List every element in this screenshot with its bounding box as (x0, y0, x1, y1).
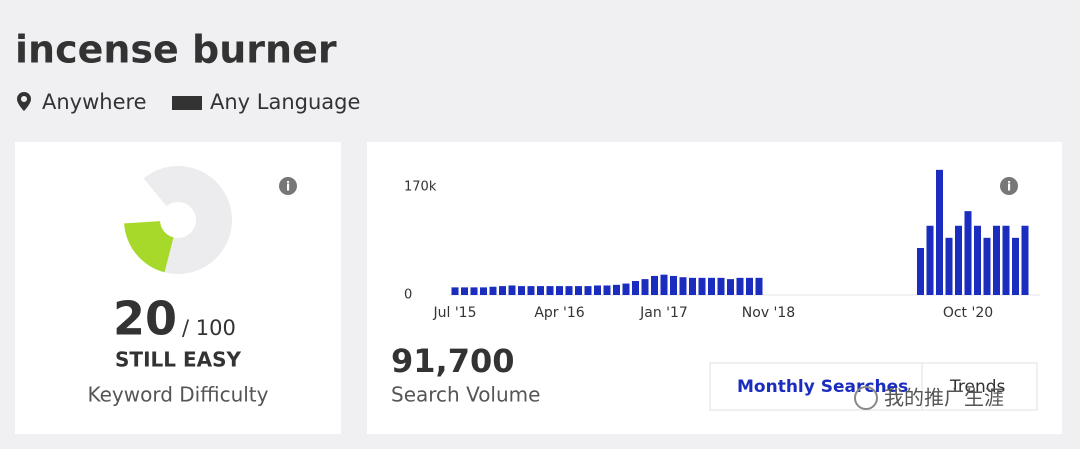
bar (993, 225, 1000, 295)
x-tick-label: Jan '17 (639, 305, 688, 321)
bar (470, 287, 478, 295)
bar (461, 287, 468, 295)
difficulty-status: STILL EASY (115, 348, 241, 372)
info-icon[interactable] (279, 177, 297, 195)
location-icon (17, 92, 31, 111)
language-icon (172, 96, 202, 110)
difficulty-score: 20 (113, 292, 177, 346)
bar (603, 285, 611, 295)
y-tick-label: 170k (404, 180, 437, 195)
bar (936, 169, 943, 295)
bar (546, 286, 554, 295)
tab-monthly[interactable]: Monthly Searches (737, 377, 908, 397)
x-tick-label: Jul '15 (432, 305, 476, 321)
watermark: 我的推广生涯 (884, 386, 1004, 410)
x-tick-label: Nov '18 (742, 305, 795, 321)
bar (594, 285, 601, 295)
bar (689, 277, 696, 295)
bar (717, 277, 725, 295)
bar (480, 287, 487, 295)
x-tick-label: Oct '20 (943, 305, 993, 321)
volume-caption: Search Volume (391, 383, 540, 407)
bar (698, 277, 706, 295)
bar (556, 286, 563, 295)
bar (955, 225, 962, 295)
bar (537, 286, 544, 295)
gauge-value (124, 221, 174, 273)
x-tick-label: Apr '16 (534, 305, 584, 321)
bar (1021, 225, 1029, 295)
bar (613, 284, 620, 295)
bar (660, 274, 668, 295)
gauge-track (143, 166, 232, 275)
bar (679, 277, 687, 295)
bar (926, 225, 934, 295)
y-tick-label: 0 (404, 288, 412, 303)
bar (670, 275, 677, 295)
bar (708, 277, 715, 295)
bar (632, 281, 639, 295)
language[interactable]: Any Language (210, 90, 360, 114)
bar (575, 286, 582, 295)
bar (736, 277, 744, 295)
bar (651, 275, 658, 295)
bar (727, 279, 734, 295)
bar (584, 286, 592, 295)
difficulty-caption: Keyword Difficulty (88, 383, 269, 407)
info-glyph: i (1007, 180, 1011, 194)
bar (1002, 225, 1010, 295)
bar (622, 283, 630, 295)
location[interactable]: Anywhere (42, 90, 147, 114)
bar (641, 279, 649, 295)
bar (565, 286, 573, 295)
bar (527, 286, 535, 295)
info-glyph: i (286, 180, 290, 194)
bar (489, 286, 497, 295)
volume-value: 91,700 (391, 342, 514, 380)
bar (508, 285, 516, 295)
bar (755, 277, 763, 295)
bar (451, 287, 459, 295)
tab-bar (709, 362, 1038, 411)
bar (499, 286, 506, 295)
bar (983, 237, 991, 295)
bar (964, 211, 972, 295)
volume-chart: 0 170k Jul '15 Apr '16 Jan '17 Nov '18 Oct '20 (404, 169, 1040, 321)
tab-trends[interactable]: Trends (949, 377, 1006, 397)
gauge (124, 166, 232, 275)
bar (974, 225, 981, 295)
bar (746, 277, 753, 295)
bar (518, 286, 525, 295)
bar (945, 237, 953, 295)
info-icon[interactable] (1000, 177, 1018, 195)
difficulty-max: / 100 (182, 316, 236, 340)
keyword-title: incense burner (15, 28, 337, 72)
bar (917, 247, 924, 295)
watermark-icon (854, 386, 878, 410)
bar (1012, 237, 1019, 295)
